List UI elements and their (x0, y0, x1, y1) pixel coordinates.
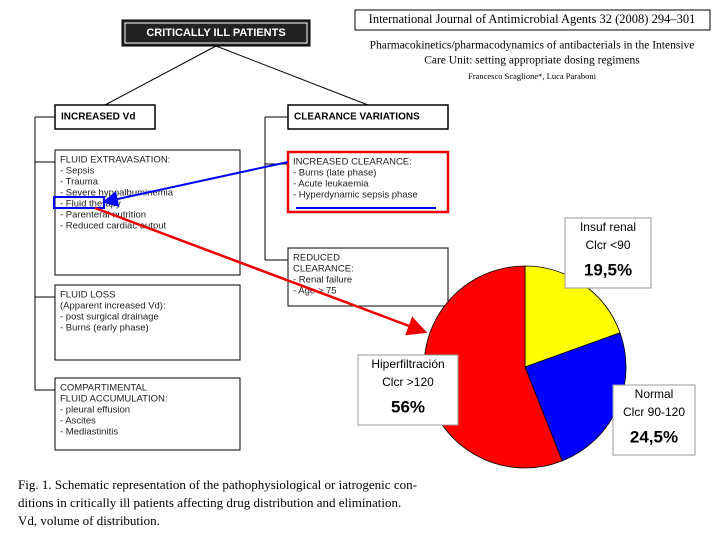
cause-line: - Reduced cardiac output (60, 221, 167, 232)
label-box (612, 384, 696, 456)
cause-line: (Apparent increased Vd): (60, 301, 166, 312)
cause-line: COMPARTIMENTAL (60, 383, 147, 394)
cause-box (54, 149, 241, 276)
cause-line: - Parenteral nutrition (60, 210, 146, 221)
cause-box (287, 247, 449, 307)
branch-label: INCREASED Vd (61, 112, 135, 123)
cause-line: - Hyperdynamic sepsis phase (293, 190, 418, 201)
arrow (94, 206, 428, 336)
authors: Francesco Scaglione*, Luca Paraboni (468, 71, 597, 81)
cause-line: - Renal failure (293, 275, 352, 286)
category-label: Insuf renal (580, 220, 636, 234)
cause-line: - Fluid therapy (60, 199, 121, 210)
cause-line: FLUID ACCUMULATION: (60, 394, 168, 405)
category-label: Hiperfiltración (371, 357, 444, 371)
cause-line: - Burns (early phase) (60, 323, 149, 334)
article-title: Care Unit: setting appropriate dosing re… (424, 55, 640, 67)
cause-line: - Sepsis (60, 166, 95, 177)
caption-line: Fig. 1. Schematic representation of the … (18, 477, 417, 492)
cause-line: FLUID LOSS (60, 290, 115, 301)
category-sublabel: Clcr 90-120 (623, 405, 685, 419)
cause-box (54, 377, 241, 451)
label-box (357, 354, 459, 426)
cause-line: - post surgical drainage (60, 312, 159, 323)
caption: Fig. 1. Schematic representation of the … (18, 477, 417, 528)
cause-box (286, 150, 450, 214)
article-title: Pharmacokinetics/pharmacodynamics of ant… (370, 40, 695, 52)
branch-box (287, 104, 449, 130)
label-box (564, 217, 652, 289)
cause-line: - Trauma (60, 177, 99, 188)
root-label: CRITICALLY ILL PATIENTS (146, 27, 285, 39)
caption-line: Vd, volume of distribution. (18, 513, 160, 528)
cause-line: CLEARANCE: (293, 264, 354, 275)
cause-line: - pleural effusion (60, 405, 130, 416)
arrow (102, 161, 289, 207)
category-label: Normal (635, 387, 674, 401)
journal: International Journal of Antimicrobial A… (369, 12, 696, 26)
cause-box (54, 284, 241, 361)
cause-line: - Mediastinitis (60, 427, 118, 438)
value-label: 19,5% (584, 260, 632, 279)
cause-line: - Burns (late phase) (293, 168, 376, 179)
root-box-inner (124, 22, 308, 44)
category-sublabel: Clcr <90 (585, 238, 630, 252)
cause-line: - Acute leukaemia (293, 179, 369, 190)
caption-line: ditions in critically ill patients affec… (18, 495, 401, 510)
value-label: 56% (391, 397, 425, 416)
cause-line: REDUCED (293, 253, 340, 264)
connector (104, 45, 217, 106)
connector (215, 45, 369, 106)
category-sublabel: Clcr >120 (382, 375, 434, 389)
journal-box (354, 9, 711, 31)
cause-line: - Ascites (60, 416, 96, 427)
cause-line: INCREASED CLEARANCE: (293, 157, 412, 168)
value-label: 24,5% (630, 427, 678, 446)
cause-line: FLUID EXTRAVASATION: (60, 155, 170, 166)
branch-label: CLEARANCE VARIATIONS (294, 112, 420, 123)
